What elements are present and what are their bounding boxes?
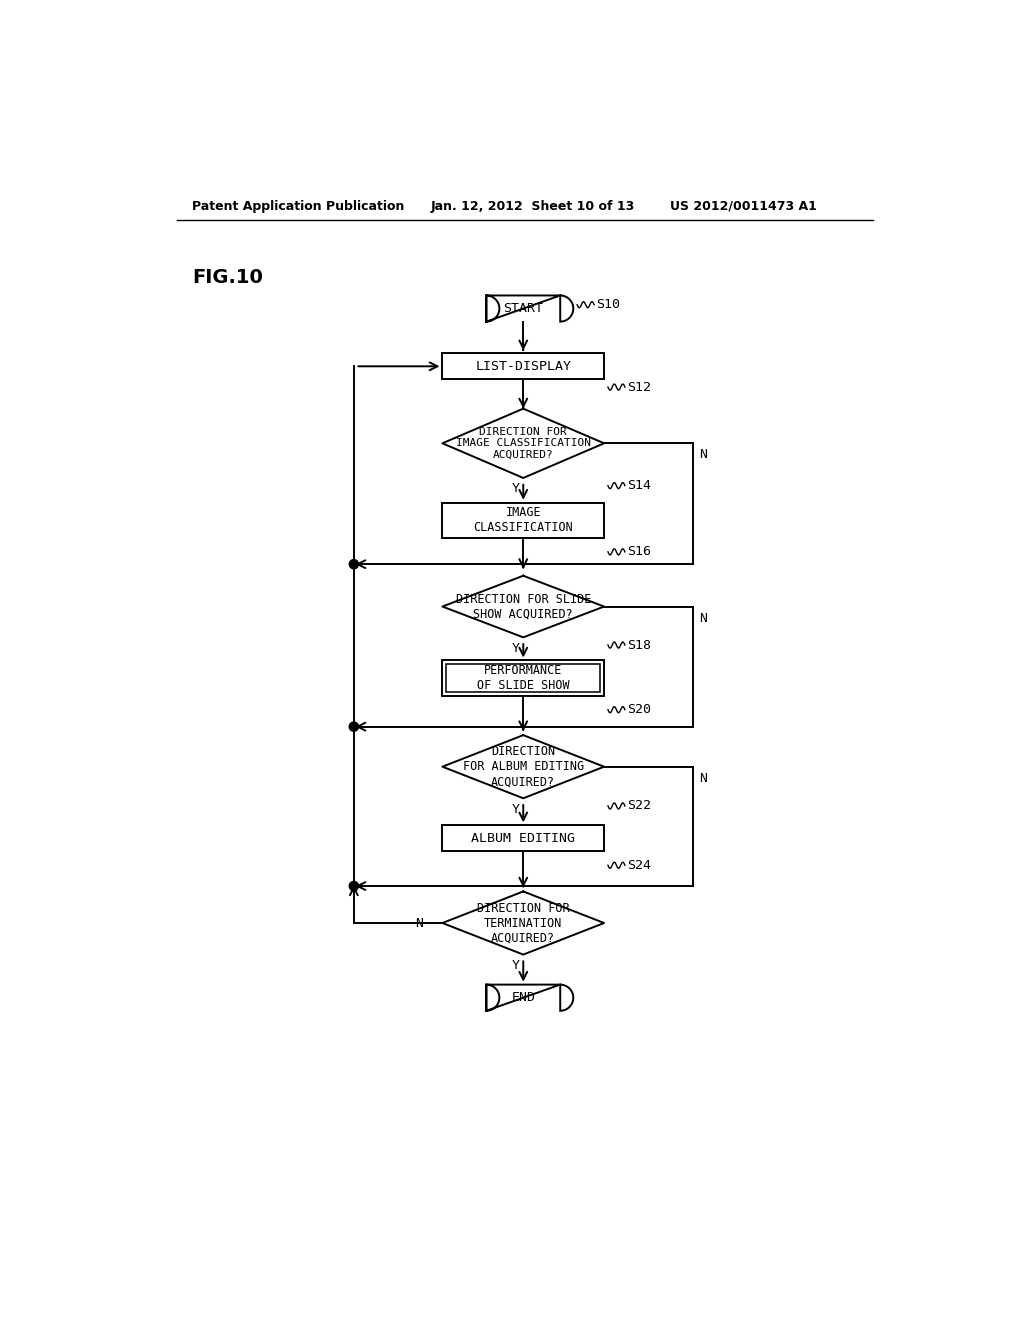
Text: START: START [503, 302, 544, 315]
Text: DIRECTION
FOR ALBUM EDITING
ACQUIRED?: DIRECTION FOR ALBUM EDITING ACQUIRED? [463, 746, 584, 788]
Polygon shape [442, 409, 604, 478]
Text: Jan. 12, 2012  Sheet 10 of 13: Jan. 12, 2012 Sheet 10 of 13 [431, 199, 635, 213]
Text: DIRECTION FOR SLIDE
SHOW ACQUIRED?: DIRECTION FOR SLIDE SHOW ACQUIRED? [456, 593, 591, 620]
Polygon shape [442, 891, 604, 954]
Circle shape [349, 722, 358, 731]
Bar [442, 660, 604, 696]
Text: US 2012/0011473 A1: US 2012/0011473 A1 [670, 199, 816, 213]
Polygon shape [442, 735, 604, 799]
Bar [442, 503, 604, 539]
Text: N: N [415, 916, 423, 929]
PathPatch shape [486, 296, 573, 322]
Text: PERFORMANCE
OF SLIDE SHOW: PERFORMANCE OF SLIDE SHOW [477, 664, 569, 692]
Text: END: END [511, 991, 536, 1005]
Text: S24: S24 [628, 859, 651, 871]
Text: S20: S20 [628, 704, 651, 717]
Text: FIG.10: FIG.10 [193, 268, 263, 288]
Text: S14: S14 [628, 479, 651, 492]
Circle shape [349, 882, 358, 891]
Text: Y: Y [512, 958, 519, 972]
Text: N: N [698, 611, 707, 624]
Text: S10: S10 [596, 298, 621, 312]
Text: Y: Y [512, 642, 519, 655]
Bar [446, 664, 600, 692]
Circle shape [349, 560, 358, 569]
Text: Y: Y [512, 803, 519, 816]
Text: S16: S16 [628, 545, 651, 558]
Text: S22: S22 [628, 800, 651, 813]
Text: Patent Application Publication: Patent Application Publication [193, 199, 404, 213]
Polygon shape [442, 576, 604, 638]
Text: ALBUM EDITING: ALBUM EDITING [471, 832, 575, 845]
Bar [442, 825, 604, 851]
Text: S12: S12 [628, 380, 651, 393]
Text: Y: Y [512, 482, 519, 495]
Bar [442, 354, 604, 379]
Text: S18: S18 [628, 639, 651, 652]
Text: LIST-DISPLAY: LIST-DISPLAY [475, 360, 571, 372]
Text: N: N [698, 772, 707, 785]
Text: DIRECTION FOR
IMAGE CLASSIFICATION
ACQUIRED?: DIRECTION FOR IMAGE CLASSIFICATION ACQUI… [456, 426, 591, 459]
PathPatch shape [486, 985, 573, 1011]
Text: IMAGE
CLASSIFICATION: IMAGE CLASSIFICATION [473, 507, 573, 535]
Text: N: N [698, 449, 707, 462]
Text: DIRECTION FOR
TERMINATION
ACQUIRED?: DIRECTION FOR TERMINATION ACQUIRED? [477, 902, 569, 945]
